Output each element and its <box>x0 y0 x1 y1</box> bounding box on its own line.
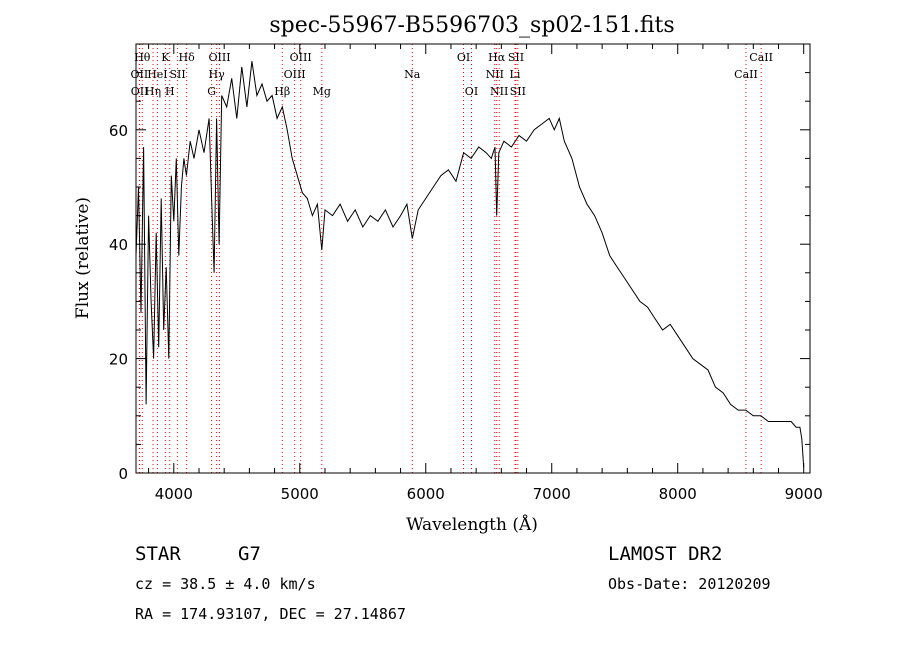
line-label-25: CaII <box>734 68 758 81</box>
line-label-17: OI <box>457 51 470 64</box>
line-label-4: HeI <box>147 68 167 81</box>
line-label-5: K <box>161 51 170 64</box>
x-tick-label-2: 6000 <box>407 485 445 503</box>
coordinates-text: RA = 174.93107, DEC = 27.14867 <box>135 605 406 623</box>
y-tick-label-1: 20 <box>109 351 128 369</box>
line-label-21: NII <box>490 85 508 98</box>
chart-title: spec-55967-B5596703_sp02-151.fits <box>269 13 674 38</box>
line-label-13: OIII <box>284 68 306 81</box>
x-axis-label: Wavelength (Å) <box>406 514 538 535</box>
line-label-16: Na <box>404 68 421 81</box>
line-label-10: Hγ <box>209 68 226 81</box>
spectral-line-labels: OII OII Hθ Hη HeI K H SII Hδ G Hγ OIII Hβ OIII OIII Mg N… <box>131 51 773 98</box>
object-class: STAR <box>135 543 181 565</box>
plot-frame <box>135 43 811 474</box>
line-label-19: NII <box>486 68 504 81</box>
axis-ticks: 4000 5000 6000 7000 8000 9000 0 20 40 60 <box>109 44 823 503</box>
y-axis-label: Flux (relative) <box>73 197 93 319</box>
x-tick-label-3: 7000 <box>533 485 571 503</box>
line-label-23: SII <box>508 51 524 64</box>
y-tick-label-0: 0 <box>118 465 128 483</box>
x-tick-label-0: 4000 <box>155 485 193 503</box>
object-subclass: G7 <box>238 543 261 565</box>
line-label-2: Hθ <box>134 51 151 64</box>
line-label-20: Hα <box>488 51 506 64</box>
line-label-0: OII <box>131 68 149 81</box>
line-label-18: OI <box>465 85 478 98</box>
line-label-24: SII <box>510 85 526 98</box>
y-tick-label-3: 60 <box>109 122 128 140</box>
line-label-14: OIII <box>290 51 312 64</box>
y-tick-label-2: 40 <box>109 236 128 254</box>
x-tick-label-5: 9000 <box>785 485 823 503</box>
line-label-8: Hδ <box>179 51 196 64</box>
line-label-22: Li <box>510 68 521 81</box>
redshift-text: cz = 38.5 ± 4.0 km/s <box>135 575 316 593</box>
obs-date-text: Obs-Date: 20120209 <box>608 575 771 593</box>
spectral-line-markers <box>138 44 762 473</box>
line-label-3: Hη <box>145 85 161 98</box>
line-label-9: G <box>207 85 216 98</box>
line-label-15: Mg <box>313 85 331 98</box>
line-label-1: OII <box>131 85 149 98</box>
line-label-6: H <box>165 85 175 98</box>
line-label-26: CaII <box>749 51 773 64</box>
x-tick-label-1: 5000 <box>281 485 319 503</box>
line-label-12: Hβ <box>274 85 290 98</box>
survey-name: LAMOST DR2 <box>608 543 722 565</box>
line-label-7: SII <box>169 68 185 81</box>
x-tick-label-4: 8000 <box>659 485 697 503</box>
line-label-11: OIII <box>208 51 230 64</box>
spectrum-series-line <box>135 61 805 468</box>
